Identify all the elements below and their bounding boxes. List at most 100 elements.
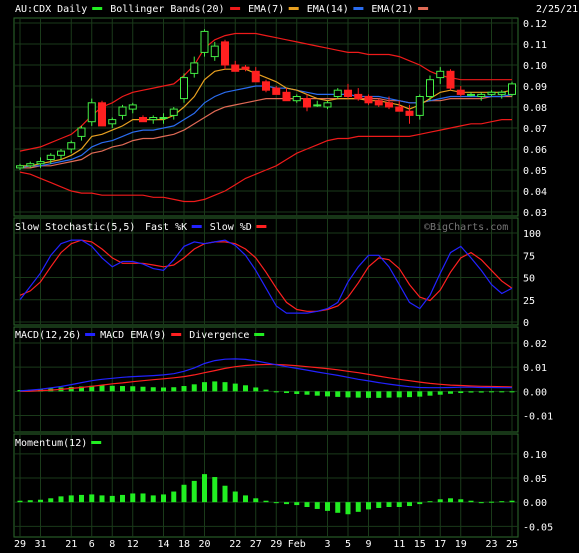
- text-layer: 0.12 0.11 0.10 0.09 0.08 0.07 0.06 0.05 0.04 0.03…: [14, 4, 578, 550]
- momentum-bar: [345, 502, 351, 515]
- y-tick-label: 0.00: [523, 498, 547, 509]
- x-tick-label: 17: [434, 539, 446, 550]
- momentum-bar: [468, 500, 474, 503]
- legend-swatch: [418, 7, 429, 10]
- candle-up: [487, 91, 496, 95]
- panel-frame: [13, 17, 519, 217]
- momentum-bar: [355, 502, 361, 512]
- x-tick-label: 20: [198, 539, 210, 550]
- y-tick-label: 0.10: [523, 61, 547, 72]
- candle-up: [128, 104, 137, 110]
- divergence-bar: [294, 391, 300, 394]
- divergence-bar: [376, 391, 382, 398]
- divergence-bar: [130, 386, 136, 392]
- candle-up: [169, 108, 178, 116]
- momentum-bar: [243, 495, 248, 503]
- candle-up: [57, 150, 65, 156]
- divergence-bar: [396, 391, 402, 398]
- x-tick-label: 22: [229, 539, 241, 550]
- momentum-bar: [48, 498, 54, 503]
- candle-down: [303, 98, 311, 108]
- candle-down: [385, 102, 393, 108]
- x-tick-label: 29: [14, 539, 26, 550]
- y-tick-label: 0.11: [523, 40, 547, 51]
- momentum-bar: [38, 499, 43, 503]
- divergence-bar: [325, 391, 330, 397]
- candle-up: [108, 119, 117, 125]
- bb-lower-line: [19, 118, 512, 203]
- divergence-bar: [99, 385, 105, 392]
- legend-label: Bollinger Bands(20): [110, 4, 224, 15]
- x-tick-label: 3: [324, 539, 330, 550]
- momentum-bar: [376, 502, 382, 508]
- stochastic-title: Slow Stochastic(5,5): [15, 222, 135, 233]
- candle-down: [241, 66, 250, 70]
- candle-up: [497, 91, 506, 95]
- legend-swatch: [256, 225, 267, 228]
- legend-swatch: [230, 7, 241, 10]
- momentum-bar: [273, 502, 279, 504]
- y-tick-label: -0.05: [523, 522, 553, 533]
- panel-frame: [13, 326, 519, 433]
- y-tick-label: 0.06: [523, 145, 547, 156]
- momentum-bar: [253, 498, 259, 503]
- candle-up: [313, 104, 322, 107]
- momentum-bar: [458, 499, 464, 503]
- y-tick-label: 0.10: [523, 450, 547, 461]
- legend-swatch: [254, 333, 265, 336]
- divergence-bar: [478, 391, 484, 393]
- watermark: ©BigCharts.com: [424, 222, 508, 233]
- candle-up: [190, 62, 199, 74]
- divergence-bar: [171, 387, 177, 392]
- legend-swatch: [191, 225, 202, 228]
- momentum-bar: [191, 480, 197, 503]
- divergence-bar: [448, 391, 453, 394]
- divergence-bar: [458, 391, 464, 394]
- momentum-bar: [427, 501, 433, 503]
- legend-label: Slow %D: [210, 222, 252, 233]
- divergence-bar: [468, 391, 474, 393]
- mark-layer: [16, 29, 516, 515]
- y-tick-label: 0.09: [523, 82, 547, 93]
- x-tick-label: 18: [178, 539, 190, 550]
- x-tick-label: 29: [270, 539, 282, 550]
- candle-down: [221, 41, 229, 66]
- candle-up: [200, 30, 209, 53]
- candle-down: [344, 89, 352, 97]
- divergence-bar: [284, 391, 289, 394]
- x-tick-label: 31: [34, 539, 46, 550]
- candle-up: [67, 142, 76, 150]
- candle-down: [262, 81, 270, 91]
- legend-swatch: [171, 333, 182, 336]
- candle-up: [46, 154, 55, 161]
- divergence-bar: [212, 381, 218, 392]
- x-tick-label: 15: [414, 539, 426, 550]
- legend-swatch: [92, 7, 103, 10]
- legend-label: AU:CDX Daily: [15, 4, 87, 15]
- divergence-bar: [489, 391, 494, 393]
- divergence-bar: [345, 391, 351, 398]
- momentum-bar: [325, 502, 330, 511]
- y-tick-label: 0.03: [523, 208, 547, 219]
- divergence-bar: [79, 386, 84, 392]
- momentum-bar: [437, 499, 443, 503]
- momentum-bar: [58, 496, 64, 503]
- legend-label: EMA(14): [307, 4, 349, 15]
- candle-down: [251, 70, 260, 83]
- candle-up: [180, 77, 188, 100]
- y-tick-label: 0.05: [523, 474, 547, 485]
- legend-label: Divergence: [189, 330, 249, 341]
- y-tick-label: 0.08: [523, 103, 547, 114]
- momentum-bar: [304, 502, 310, 507]
- candle-up: [426, 79, 434, 97]
- momentum-bar: [284, 502, 289, 505]
- candle-up: [118, 106, 127, 116]
- y-tick-label: 0.07: [523, 124, 547, 135]
- x-tick-label: 14: [157, 539, 169, 550]
- y-tick-label: 0.00: [523, 387, 547, 398]
- x-tick-label: 5: [345, 539, 351, 550]
- candle-up: [333, 89, 342, 97]
- divergence-bar: [202, 382, 207, 392]
- panel-frame: [13, 217, 519, 326]
